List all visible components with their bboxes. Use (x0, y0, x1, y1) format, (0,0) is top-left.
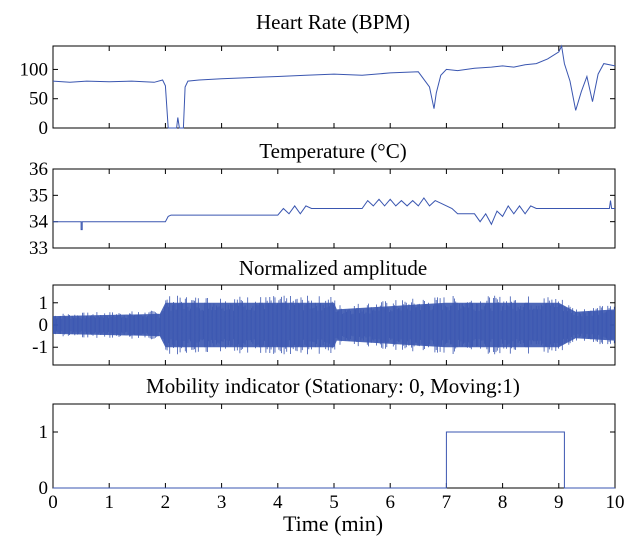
x-tick-label: 4 (273, 492, 283, 513)
mobility-title: Mobility indicator (Stationary: 0, Movin… (146, 374, 520, 398)
x-axis-label: Time (min) (283, 511, 383, 536)
y-tick-label: 34 (29, 212, 49, 233)
x-tick-label: 5 (329, 492, 339, 513)
y-tick-label: 36 (29, 159, 48, 180)
y-tick-label: 0 (39, 315, 49, 336)
x-tick-label: 0 (48, 492, 58, 513)
heart-rate-y-ticks: 0 50 100 (20, 59, 615, 139)
heart-rate-panel: Heart Rate (BPM) 0 50 100 (20, 10, 616, 139)
x-tick-label: 10 (606, 492, 625, 513)
amplitude-title: Normalized amplitude (239, 256, 427, 280)
y-tick-label: 50 (29, 89, 48, 110)
mobility-x-ticks: 0 1 2 3 4 5 6 7 8 9 10 (48, 404, 625, 513)
mobility-y-ticks: 01 (39, 422, 615, 499)
mobility-axes (52, 403, 616, 489)
y-tick-label: -1 (32, 337, 48, 358)
y-tick-label: 0 (39, 478, 49, 499)
x-tick-label: 9 (554, 492, 564, 513)
heart-rate-axes (52, 45, 616, 129)
heart-rate-series (52, 44, 616, 129)
x-tick-label: 1 (104, 492, 114, 513)
x-tick-label: 3 (217, 492, 227, 513)
amplitude-x-ticks (52, 285, 616, 365)
amplitude-panel: Normalized amplitude 10-1 (32, 256, 616, 366)
y-tick-label: 1 (39, 422, 49, 443)
temperature-x-ticks (52, 169, 616, 248)
y-tick-label: 33 (29, 238, 48, 259)
x-tick-label: 2 (161, 492, 171, 513)
y-tick-label: 1 (39, 293, 49, 314)
mobility-series (53, 431, 615, 489)
temperature-panel: Temperature (°C) 33 34 35 36 (29, 139, 616, 259)
x-tick-label: 8 (498, 492, 508, 513)
y-tick-label: 35 (29, 185, 48, 206)
x-tick-label: 7 (442, 492, 452, 513)
temperature-title: Temperature (°C) (259, 139, 406, 163)
y-tick-label: 100 (20, 59, 49, 80)
temperature-y-ticks: 33 34 35 36 (29, 159, 615, 259)
heart-rate-title: Heart Rate (BPM) (256, 10, 410, 34)
temperature-series (53, 197, 615, 231)
heart-rate-x-ticks (52, 46, 616, 128)
amplitude-signal (53, 295, 615, 355)
x-tick-label: 6 (385, 492, 395, 513)
mobility-panel: Mobility indicator (Stationary: 0, Movin… (39, 374, 625, 536)
y-tick-label: 0 (39, 118, 49, 139)
